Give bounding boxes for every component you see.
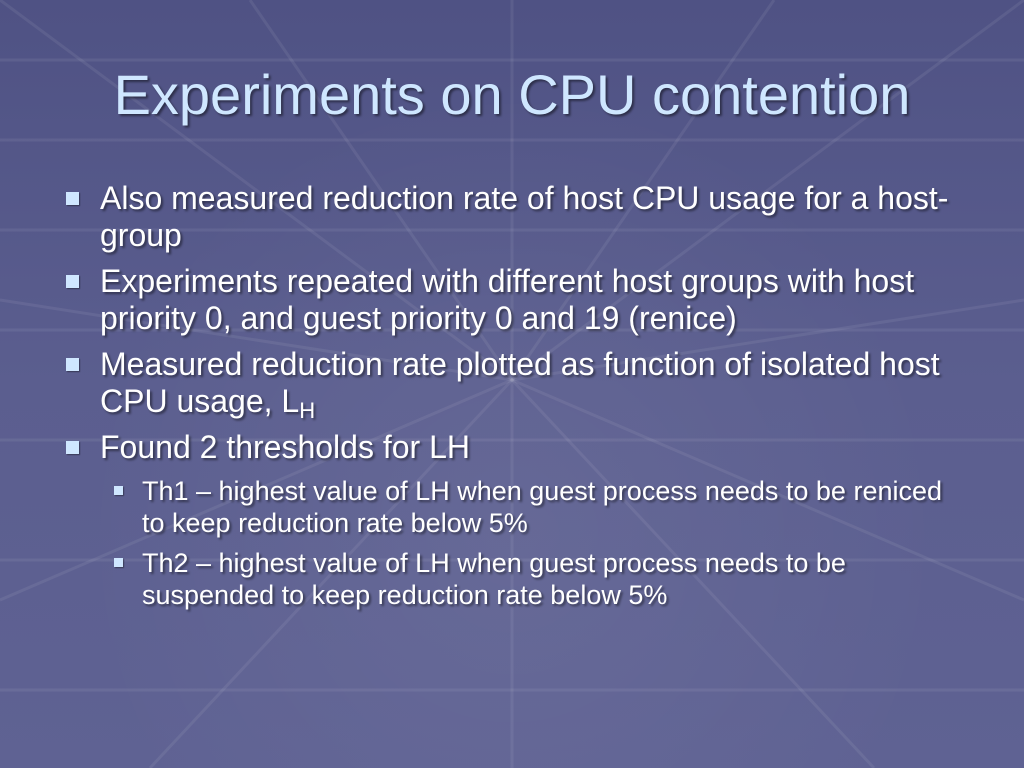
square-bullet-icon <box>66 358 79 371</box>
square-bullet-icon <box>66 441 79 454</box>
bullet-item: Found 2 thresholds for LH <box>62 429 962 466</box>
small-square-bullet-icon <box>114 558 123 567</box>
bullet-item: Also measured reduction rate of host CPU… <box>62 180 962 254</box>
sub-bullet-item: Th1 – highest value of LH when guest pro… <box>108 475 962 539</box>
sub-bullet-text: Th2 – highest value of LH when guest pro… <box>142 548 846 610</box>
slide-title: Experiments on CPU contention <box>113 63 911 126</box>
sub-bullet-item: Th2 – highest value of LH when guest pro… <box>108 547 962 611</box>
bullet-text: Experiments repeated with different host… <box>100 263 915 336</box>
bullet-text: Measured reduction rate plotted as funct… <box>100 346 940 419</box>
bullet-item: Experiments repeated with different host… <box>62 263 962 337</box>
square-bullet-icon <box>66 192 79 205</box>
square-bullet-icon <box>66 275 79 288</box>
bullet-item: Measured reduction rate plotted as funct… <box>62 346 962 423</box>
small-square-bullet-icon <box>114 486 123 495</box>
sub-bullet-text: Th1 – highest value of LH when guest pro… <box>142 476 943 538</box>
bullet-subscript: H <box>299 398 316 423</box>
bullet-text: Found 2 thresholds for LH <box>100 429 470 465</box>
slide-body: Also measured reduction rate of host CPU… <box>62 180 962 619</box>
bullet-text: Also measured reduction rate of host CPU… <box>100 180 949 253</box>
